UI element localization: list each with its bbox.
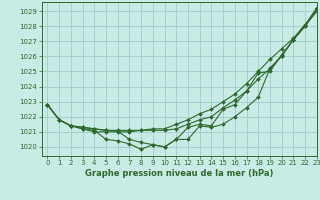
X-axis label: Graphe pression niveau de la mer (hPa): Graphe pression niveau de la mer (hPa) <box>85 169 273 178</box>
